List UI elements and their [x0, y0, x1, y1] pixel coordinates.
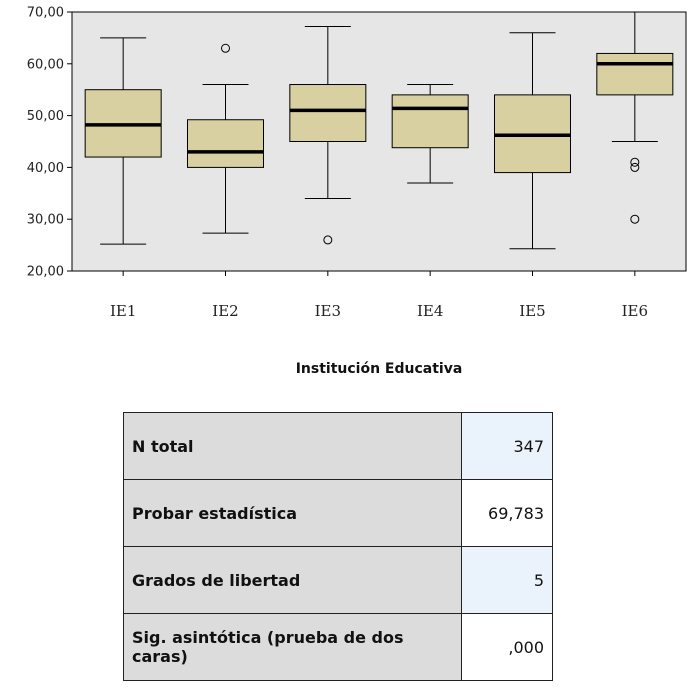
outlier-point [630, 214, 640, 224]
y-axis: 20,00 30,00 40,00 50,00 60,00 70,00 [27, 6, 72, 280]
iqr-box [289, 84, 367, 142]
iqr-box [596, 52, 674, 96]
y-tick-label: 40,00 [27, 161, 64, 176]
box-ie5 [494, 32, 571, 250]
box-ie2 [187, 43, 264, 234]
row-value: ,000 [461, 613, 553, 681]
x-axis-title: Institución Educativa [296, 361, 463, 377]
y-tick-label: 20,00 [27, 265, 64, 280]
table-row: Grados de libertad 5 [123, 546, 553, 614]
x-tick-label: IE4 [417, 302, 443, 320]
x-tick-label: IE3 [315, 302, 341, 320]
table-row: N total 347 [123, 412, 553, 480]
y-tick-label: 50,00 [27, 109, 64, 124]
box-ie3 [289, 26, 367, 245]
row-label: Probar estadística [123, 479, 462, 547]
table-row: Probar estadística 69,783 [123, 479, 553, 547]
iqr-box [391, 94, 469, 149]
x-tick-label: IE1 [110, 302, 136, 320]
box-ie1 [84, 37, 162, 245]
y-tick-label: 30,00 [27, 213, 64, 228]
outlier-point [630, 162, 640, 172]
stats-table: N total 347 Probar estadística 69,783 Gr… [123, 412, 553, 681]
x-tick-label: IE5 [519, 302, 545, 320]
y-tick-label: 70,00 [27, 6, 64, 21]
row-value: 5 [461, 546, 553, 614]
outlier-point [323, 235, 333, 245]
box-series [84, 11, 674, 250]
y-tick-label: 60,00 [27, 57, 64, 72]
boxplot-chart: 20,00 30,00 40,00 50,00 60,00 70,00 IE1 IE2 IE3… [27, 6, 687, 377]
row-label: N total [123, 412, 462, 480]
row-value: 347 [461, 412, 553, 480]
row-label: Sig. asintótica (prueba de dos caras) [123, 613, 462, 681]
outlier-point [221, 43, 230, 53]
plot-area [71, 11, 687, 272]
row-value: 69,783 [461, 479, 553, 547]
table-row: Sig. asintótica (prueba de dos caras) ,0… [123, 613, 553, 681]
x-axis: IE1 IE2 IE3 IE4 IE5 IE6 [110, 271, 648, 320]
x-tick-label: IE2 [212, 302, 238, 320]
outlier-point [630, 157, 640, 167]
row-label: Grados de libertad [123, 546, 462, 614]
box-ie6 [596, 11, 674, 224]
iqr-box [187, 119, 264, 168]
x-tick-label: IE6 [622, 302, 648, 320]
box-ie4 [391, 84, 469, 184]
